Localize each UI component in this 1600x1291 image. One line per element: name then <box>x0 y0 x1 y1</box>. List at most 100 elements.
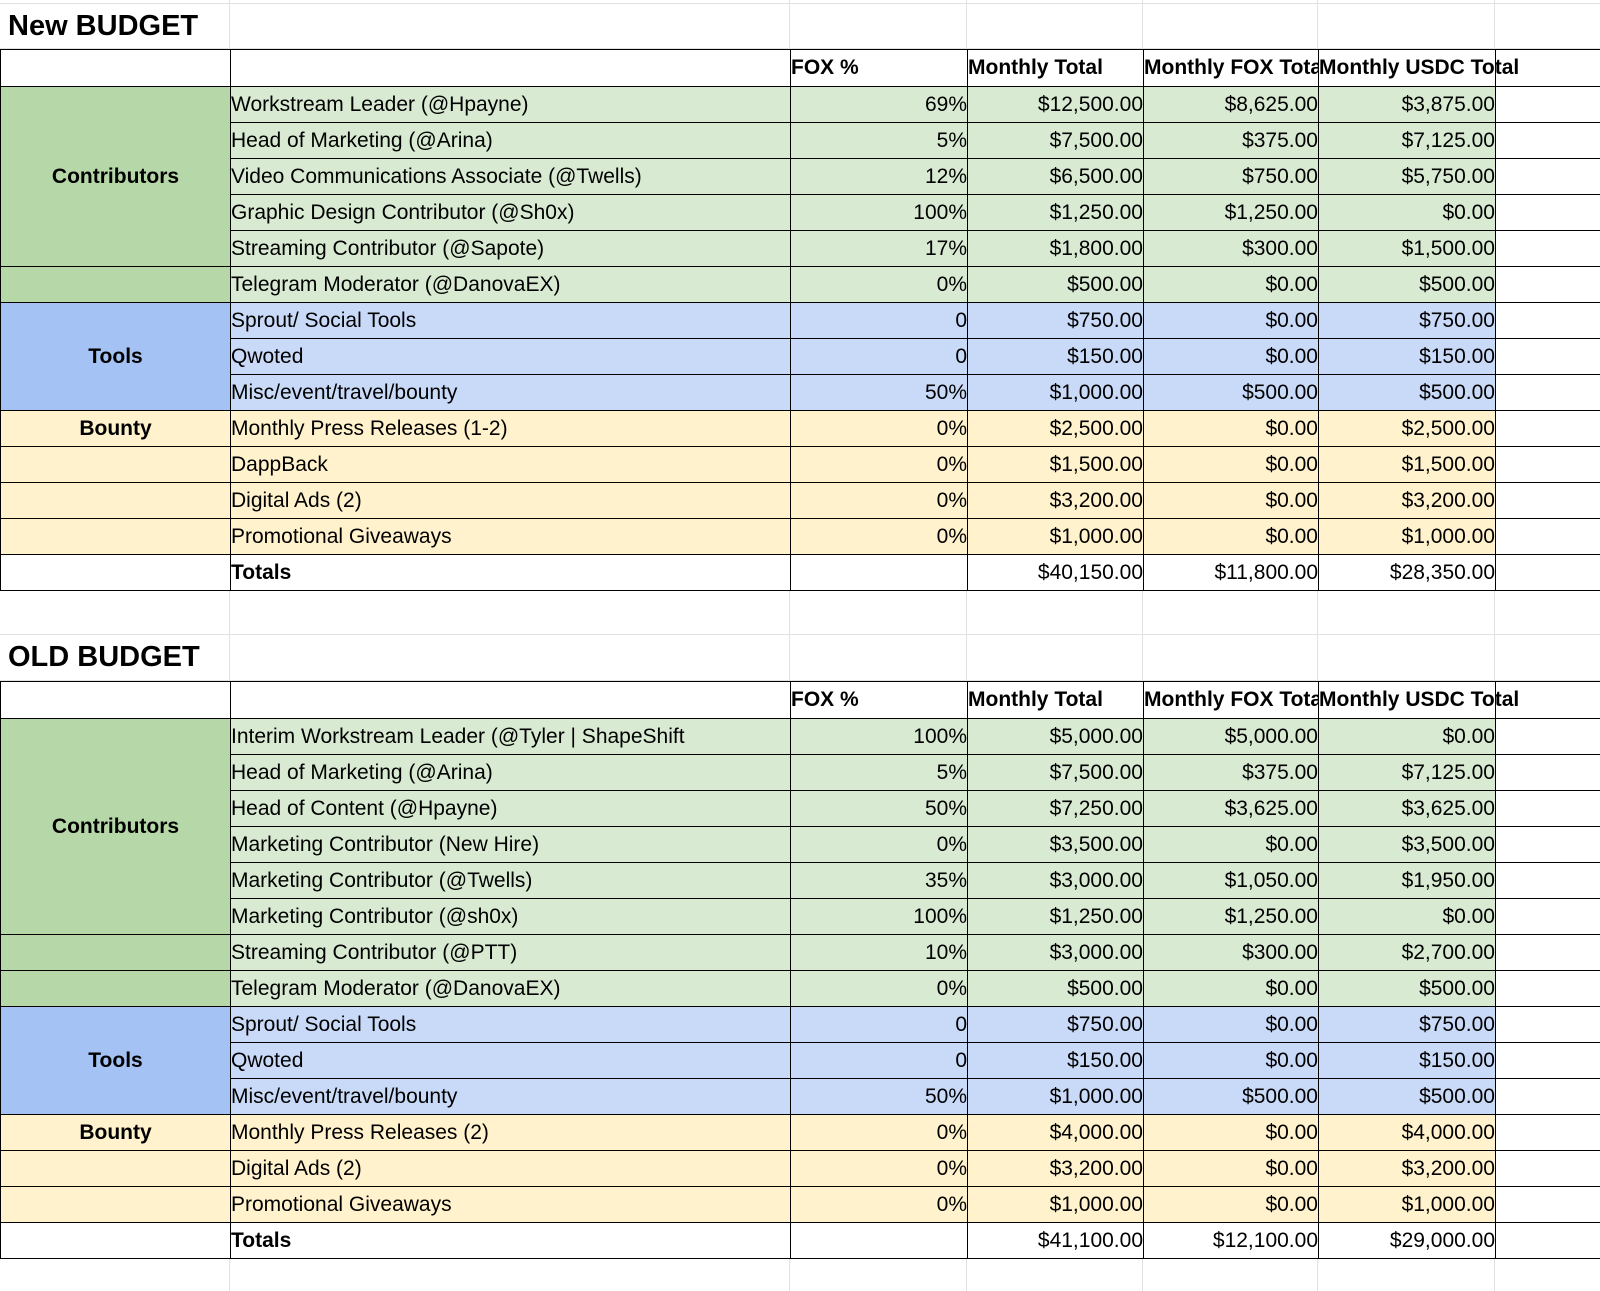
cell-fox-pct[interactable]: 5% <box>790 754 968 791</box>
cell-monthly-fox-total[interactable]: $0.00 <box>1143 826 1319 863</box>
cell-monthly-total[interactable]: $7,500.00 <box>967 122 1144 159</box>
cell-monthly-fox-total[interactable]: $500.00 <box>1143 374 1319 411</box>
category-empty-cell[interactable] <box>0 1186 231 1223</box>
empty-cell[interactable] <box>1495 49 1600 87</box>
empty-cell[interactable] <box>1495 194 1600 231</box>
column-header-fox-pct[interactable]: FOX % <box>790 49 968 87</box>
cell-monthly-usdc-total[interactable]: $4,000.00 <box>1318 1114 1496 1151</box>
cell-monthly-fox-total[interactable]: $300.00 <box>1143 934 1319 971</box>
cell-item[interactable]: Streaming Contributor (@Sapote) <box>230 230 791 267</box>
cell-monthly-usdc-total[interactable]: $1,950.00 <box>1318 862 1496 899</box>
cell-fox-pct[interactable]: 0% <box>790 518 968 555</box>
empty-cell[interactable] <box>1495 1006 1600 1043</box>
cell-monthly-usdc-total[interactable]: $2,700.00 <box>1318 934 1496 971</box>
cell-monthly-total[interactable]: $6,500.00 <box>967 158 1144 195</box>
empty-cell[interactable] <box>1495 446 1600 483</box>
cell-monthly-fox-total[interactable]: $500.00 <box>1143 1078 1319 1115</box>
cell-monthly-usdc-total[interactable]: $0.00 <box>1318 718 1496 755</box>
cell-fox-pct[interactable] <box>790 554 968 591</box>
cell-monthly-usdc-total[interactable]: $3,200.00 <box>1318 1150 1496 1187</box>
header-empty-cell[interactable] <box>0 49 231 87</box>
totals-monthly-total[interactable]: $40,150.00 <box>967 554 1144 591</box>
cell-monthly-usdc-total[interactable]: $3,500.00 <box>1318 826 1496 863</box>
column-header-monthly-fox-total[interactable]: Monthly FOX Total <box>1143 681 1319 719</box>
cell-monthly-total[interactable]: $1,000.00 <box>967 374 1144 411</box>
totals-label[interactable]: Totals <box>230 1222 791 1259</box>
empty-cells-region[interactable] <box>0 1259 1600 1291</box>
category-empty-cell[interactable] <box>0 518 231 555</box>
cell-monthly-total[interactable]: $150.00 <box>967 1042 1144 1079</box>
category-empty-cell[interactable] <box>0 482 231 519</box>
totals-monthly-usdc-total[interactable]: $28,350.00 <box>1318 554 1496 591</box>
cell-monthly-total[interactable]: $12,500.00 <box>967 86 1144 123</box>
empty-cell[interactable] <box>1495 1222 1600 1259</box>
cell-monthly-usdc-total[interactable]: $750.00 <box>1318 1006 1496 1043</box>
empty-cell[interactable] <box>1495 158 1600 195</box>
cell-monthly-fox-total[interactable]: $750.00 <box>1143 158 1319 195</box>
cell-monthly-usdc-total[interactable]: $500.00 <box>1318 374 1496 411</box>
cell-monthly-total[interactable]: $1,500.00 <box>967 446 1144 483</box>
cell-monthly-fox-total[interactable]: $0.00 <box>1143 482 1319 519</box>
cell-item[interactable]: Marketing Contributor (@Twells) <box>230 862 791 899</box>
category-empty-cell[interactable] <box>0 934 231 971</box>
cell-item[interactable]: Marketing Contributor (New Hire) <box>230 826 791 863</box>
cell-monthly-usdc-total[interactable]: $1,500.00 <box>1318 230 1496 267</box>
cell-item[interactable]: Misc/event/travel/bounty <box>230 374 791 411</box>
totals-monthly-fox-total[interactable]: $12,100.00 <box>1143 1222 1319 1259</box>
column-header-monthly-usdc-total[interactable]: Monthly USDC Total <box>1318 49 1519 87</box>
cell-fox-pct[interactable]: 0% <box>790 410 968 447</box>
cell-monthly-usdc-total[interactable]: $1,000.00 <box>1318 1186 1496 1223</box>
cell-fox-pct[interactable]: 0 <box>790 1006 968 1043</box>
cell-fox-pct[interactable]: 50% <box>790 790 968 827</box>
empty-cells-region[interactable] <box>0 591 1600 635</box>
cell-monthly-usdc-total[interactable]: $150.00 <box>1318 338 1496 375</box>
column-header-monthly-fox-total[interactable]: Monthly FOX Total <box>1143 49 1319 87</box>
cell-item[interactable]: Marketing Contributor (@sh0x) <box>230 898 791 935</box>
cell-monthly-total[interactable]: $750.00 <box>967 302 1144 339</box>
cell-item[interactable]: Promotional Giveaways <box>230 1186 791 1223</box>
cell-fox-pct[interactable]: 12% <box>790 158 968 195</box>
totals-monthly-total[interactable]: $41,100.00 <box>967 1222 1144 1259</box>
cell-item[interactable]: Workstream Leader (@Hpayne) <box>230 86 791 123</box>
cell-item[interactable]: Sprout/ Social Tools <box>230 302 791 339</box>
empty-cell[interactable] <box>1495 790 1600 827</box>
category-empty-cell[interactable] <box>0 1222 231 1259</box>
category-empty-cell[interactable] <box>0 446 231 483</box>
cell-fox-pct[interactable]: 50% <box>790 374 968 411</box>
cell-monthly-total[interactable]: $3,200.00 <box>967 482 1144 519</box>
cell-monthly-usdc-total[interactable]: $0.00 <box>1318 194 1496 231</box>
cell-monthly-fox-total[interactable]: $3,625.00 <box>1143 790 1319 827</box>
cell-monthly-usdc-total[interactable]: $500.00 <box>1318 970 1496 1007</box>
totals-monthly-usdc-total[interactable]: $29,000.00 <box>1318 1222 1496 1259</box>
cell-monthly-total[interactable]: $1,000.00 <box>967 518 1144 555</box>
empty-cell[interactable] <box>1495 410 1600 447</box>
cell-fox-pct[interactable]: 5% <box>790 122 968 159</box>
cell-fox-pct[interactable]: 0% <box>790 1150 968 1187</box>
cell-monthly-total[interactable]: $7,250.00 <box>967 790 1144 827</box>
cell-monthly-total[interactable]: $1,250.00 <box>967 898 1144 935</box>
cell-fox-pct[interactable]: 100% <box>790 194 968 231</box>
empty-cell[interactable] <box>1495 482 1600 519</box>
cell-monthly-fox-total[interactable]: $0.00 <box>1143 338 1319 375</box>
cell-monthly-fox-total[interactable]: $0.00 <box>1143 1042 1319 1079</box>
column-header-fox-pct[interactable]: FOX % <box>790 681 968 719</box>
cell-monthly-total[interactable]: $4,000.00 <box>967 1114 1144 1151</box>
category-cell-bounty[interactable]: Bounty <box>0 410 231 447</box>
cell-monthly-fox-total[interactable]: $0.00 <box>1143 1114 1319 1151</box>
cell-monthly-fox-total[interactable]: $0.00 <box>1143 970 1319 1007</box>
cell-fox-pct[interactable]: 0 <box>790 1042 968 1079</box>
cell-fox-pct[interactable]: 0% <box>790 1114 968 1151</box>
cell-monthly-usdc-total[interactable]: $500.00 <box>1318 1078 1496 1115</box>
category-empty-cell[interactable] <box>0 266 231 303</box>
cell-monthly-usdc-total[interactable]: $150.00 <box>1318 1042 1496 1079</box>
cell-monthly-usdc-total[interactable]: $7,125.00 <box>1318 754 1496 791</box>
title-row-new[interactable]: New BUDGET <box>0 4 1600 49</box>
cell-item[interactable]: Interim Workstream Leader (@Tyler | Shap… <box>230 718 791 755</box>
empty-cell[interactable] <box>1495 826 1600 863</box>
cell-item[interactable]: Qwoted <box>230 338 791 375</box>
empty-cell[interactable] <box>1495 754 1600 791</box>
cell-monthly-total[interactable]: $1,250.00 <box>967 194 1144 231</box>
cell-monthly-total[interactable]: $1,000.00 <box>967 1186 1144 1223</box>
empty-cell[interactable] <box>1495 681 1600 719</box>
empty-cell[interactable] <box>1495 970 1600 1007</box>
